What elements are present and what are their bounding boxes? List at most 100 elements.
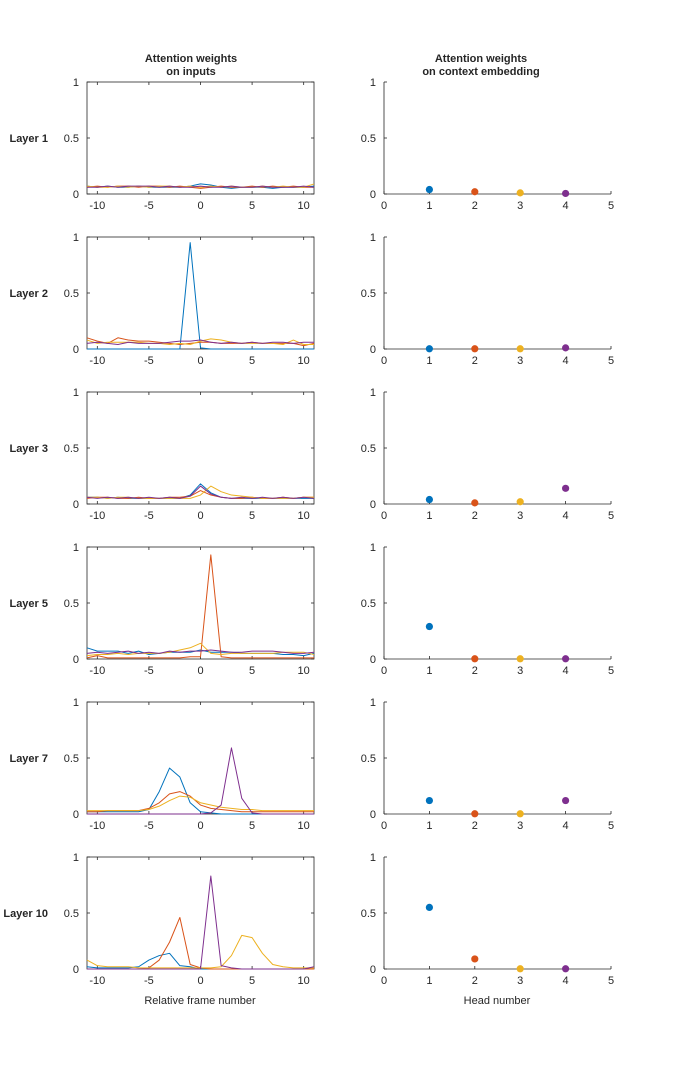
row-label: Layer 10: [3, 908, 48, 920]
x-tick-label: 4: [563, 665, 569, 677]
x-tick-label: 2: [472, 975, 478, 987]
x-tick-label: 0: [381, 665, 387, 677]
x-tick-label: 2: [472, 200, 478, 212]
x-tick-label: 0: [381, 975, 387, 987]
x-tick-label: 0: [381, 355, 387, 367]
x-tick-label: 0: [381, 200, 387, 212]
series-line-head-3: [87, 795, 314, 812]
x-tick-label: -10: [89, 665, 105, 677]
x-tick-label: -10: [89, 200, 105, 212]
y-tick-label: 1: [370, 697, 376, 709]
x-tick-label: 3: [517, 820, 523, 832]
y-tick-label: 0.5: [64, 133, 79, 145]
plot-box: [86, 236, 315, 350]
x-tick-label: 3: [517, 510, 523, 522]
x-tick-label: 0: [197, 975, 203, 987]
x-tick-label: 10: [298, 820, 310, 832]
series-line-head-2: [87, 791, 314, 813]
point-head-4: [562, 796, 570, 805]
point-head-3: [516, 965, 524, 973]
point-head-2: [471, 345, 479, 353]
x-tick-label: -10: [89, 355, 105, 367]
x-tick-label: -5: [144, 200, 154, 212]
y-tick-label: 1: [73, 542, 79, 554]
y-tick-label: 1: [73, 77, 79, 89]
y-tick-label: 0: [370, 189, 376, 201]
y-tick-label: 0: [73, 964, 79, 976]
point-head-4: [562, 189, 570, 198]
y-tick-label: 0: [73, 344, 79, 356]
x-tick-label: 5: [608, 200, 614, 212]
row-label: Layer 2: [9, 288, 48, 300]
series-line-head-3: [86, 338, 314, 346]
point-head-1: [425, 622, 433, 631]
plot-box: [86, 856, 315, 970]
point-head-2: [471, 955, 479, 963]
left-column-title-line2: on inputs: [166, 66, 216, 78]
x-tick-label: 1: [426, 355, 432, 367]
y-tick-label: 0.5: [64, 598, 79, 610]
y-tick-label: 0.5: [64, 443, 79, 455]
panel-right-layer-3: 0 1 2 3 4 5 0 0.5 1: [361, 387, 614, 522]
series-line-head-3: [87, 485, 314, 499]
panel-left-layer-10: Layer 10 -10 -5 0 5 10 0 0.5 1: [3, 852, 315, 987]
point-head-1: [425, 796, 433, 805]
x-tick-label: 1: [426, 665, 432, 677]
x-tick-label: -10: [89, 510, 105, 522]
x-tick-label: 0: [197, 200, 203, 212]
right-column-title-line2: on context embedding: [422, 66, 539, 78]
x-tick-label: -10: [89, 975, 105, 987]
x-tick-label: 5: [608, 510, 614, 522]
series-line-head-4: [87, 747, 314, 815]
y-tick-label: 0: [370, 809, 376, 821]
panel-right-layer-2: 0 1 2 3 4 5 0 0.5 1: [361, 232, 614, 367]
series-line-head-3: [86, 642, 315, 657]
x-tick-label: 4: [563, 820, 569, 832]
point-head-3: [516, 345, 524, 353]
y-tick-label: 1: [370, 852, 376, 864]
x-tick-label: 0: [197, 510, 203, 522]
x-tick-label: 2: [472, 510, 478, 522]
x-tick-label: -5: [144, 510, 154, 522]
y-tick-label: 0.5: [64, 753, 79, 765]
x-tick-label: 3: [517, 665, 523, 677]
right-column-title-line1: Attention weights: [435, 53, 527, 65]
y-tick-label: 0.5: [64, 908, 79, 920]
series-line-head-3: [86, 934, 314, 969]
row-label: Layer 7: [9, 753, 48, 765]
point-head-4: [562, 655, 570, 663]
x-tick-label: 3: [517, 975, 523, 987]
x-tick-label: 1: [426, 200, 432, 212]
y-tick-label: 0: [370, 654, 376, 666]
x-tick-label: 10: [298, 665, 310, 677]
point-head-4: [562, 965, 570, 973]
x-tick-label: 5: [249, 665, 255, 677]
plot-box: [86, 701, 315, 815]
x-tick-label: 4: [563, 510, 569, 522]
y-tick-label: 0.5: [361, 908, 376, 920]
plot-box: [86, 81, 315, 195]
left-x-axis-label: Relative frame number: [144, 995, 256, 1007]
series-line-head-2: [86, 554, 314, 659]
left-column-title-line1: Attention weights: [145, 53, 237, 65]
y-tick-label: 1: [73, 697, 79, 709]
y-tick-label: 1: [370, 542, 376, 554]
panel-right-layer-10: 0 1 2 3 4 5 0 0.5 1: [361, 852, 614, 987]
y-tick-label: 1: [73, 232, 79, 244]
series-line-head-4: [87, 185, 315, 188]
y-tick-label: 1: [370, 77, 376, 89]
x-tick-label: 5: [249, 975, 255, 987]
x-tick-label: 0: [197, 355, 203, 367]
series-line-head-4: [86, 485, 315, 499]
panel-left-layer-1: Layer 1 -10 -5 0 5 10 0 0.5 1: [9, 77, 315, 212]
x-tick-label: 5: [608, 355, 614, 367]
x-tick-label: 0: [197, 820, 203, 832]
y-tick-label: 0: [73, 809, 79, 821]
panel-left-layer-2: Layer 2 -10 -5 0 5 10 0 0.5 1: [9, 232, 315, 367]
panel-right-layer-5: 0 1 2 3 4 5 0 0.5 1: [361, 542, 614, 677]
point-head-2: [471, 188, 479, 196]
point-head-3: [516, 810, 524, 818]
x-tick-label: -10: [89, 820, 105, 832]
